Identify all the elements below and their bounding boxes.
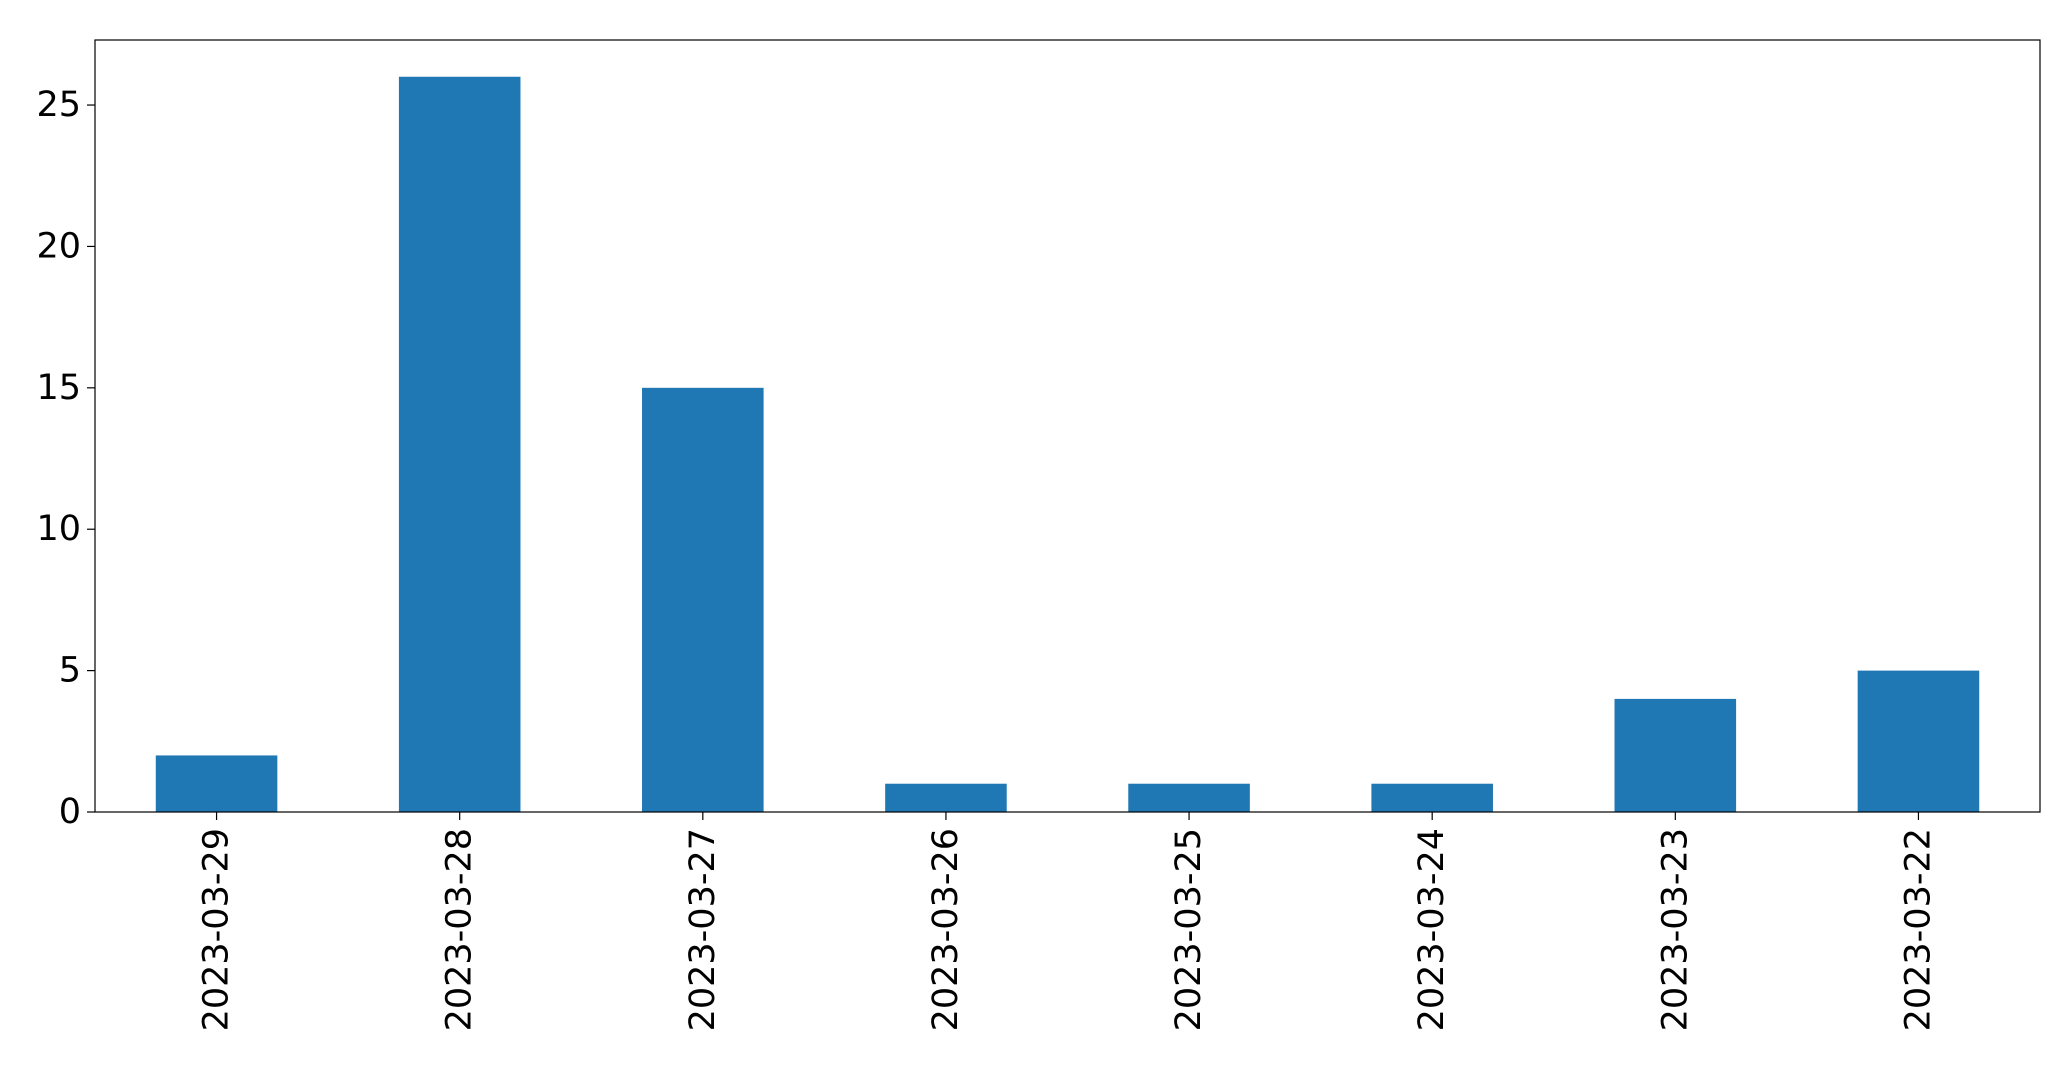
x-tick-label: 2023-03-24 [1412, 828, 1452, 1031]
bar-2023-03-26 [885, 783, 1007, 812]
y-tick-label: 25 [36, 85, 81, 125]
bar-2023-03-28 [398, 76, 521, 812]
y-tick-label: 15 [36, 368, 81, 408]
y-tick-label: 0 [59, 792, 81, 832]
bar-2023-03-22 [1857, 670, 1980, 812]
x-tick-label: 2023-03-23 [1655, 828, 1695, 1031]
bar-2023-03-24 [1371, 783, 1493, 812]
x-tick-label: 2023-03-25 [1169, 828, 1209, 1031]
x-axis: 2023-03-29 2023-03-28 2023-03-27 2023-03-26… [197, 812, 1938, 1031]
x-tick-label: 2023-03-27 [683, 828, 723, 1031]
x-tick-label: 2023-03-26 [926, 828, 966, 1031]
x-tick-label: 2023-03-22 [1898, 828, 1938, 1031]
bar-2023-03-25 [1128, 783, 1250, 812]
bar-2023-03-29 [155, 755, 278, 812]
x-tick-label: 2023-03-29 [197, 828, 237, 1031]
bars-group [155, 76, 1980, 812]
plot-frame [94, 39, 2041, 813]
y-tick-label: 20 [36, 226, 81, 266]
y-tick-label: 10 [36, 509, 81, 549]
bar-2023-03-27 [642, 387, 764, 812]
x-tick-label: 2023-03-28 [440, 828, 480, 1031]
bar-2023-03-23 [1614, 698, 1737, 812]
y-axis: 0 5 10 15 20 25 [36, 85, 95, 832]
y-tick-label: 5 [59, 651, 81, 691]
